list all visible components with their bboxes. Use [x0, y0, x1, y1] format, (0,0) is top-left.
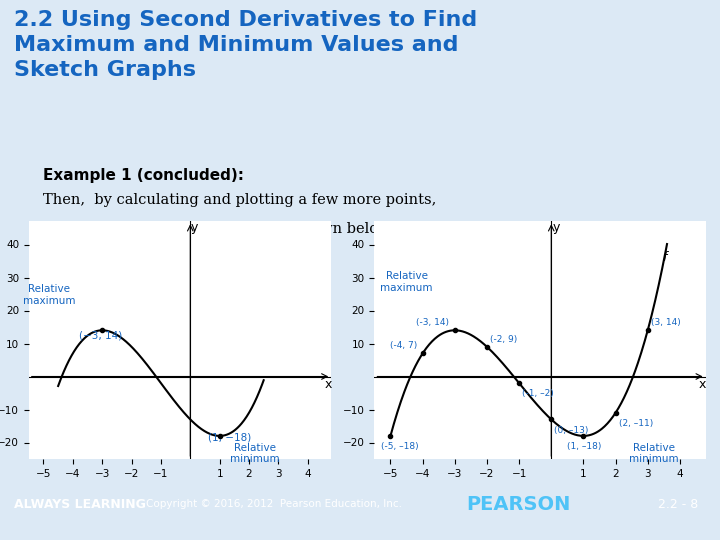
Text: 2.2 Using Second Derivatives to Find
Maximum and Minimum Values and
Sketch Graph: 2.2 Using Second Derivatives to Find Max…	[14, 10, 477, 80]
Text: Relative
maximum: Relative maximum	[23, 284, 76, 306]
Text: (-1, –2): (-1, –2)	[522, 389, 554, 399]
Text: (0, –13): (0, –13)	[554, 426, 589, 435]
Text: we can make a sketch of ƒ (×), as shown below.: we can make a sketch of ƒ (×), as shown …	[43, 221, 394, 236]
Text: f: f	[662, 251, 667, 264]
Text: x: x	[325, 378, 332, 391]
Text: Relative
minimum: Relative minimum	[230, 443, 279, 464]
Text: (−3, 14): (−3, 14)	[78, 330, 122, 341]
Text: Copyright © 2016, 2012  Pearson Education, Inc.: Copyright © 2016, 2012 Pearson Education…	[145, 500, 402, 509]
Text: (-3, 14): (-3, 14)	[416, 319, 449, 327]
Text: y: y	[191, 221, 199, 234]
Text: Example 1 (concluded):: Example 1 (concluded):	[43, 168, 244, 183]
Text: Relative
maximum: Relative maximum	[380, 271, 433, 293]
Text: y: y	[552, 221, 559, 234]
Text: Then,  by calculating and plotting a few more points,: Then, by calculating and plotting a few …	[43, 193, 436, 207]
Text: (1, −18): (1, −18)	[208, 433, 251, 443]
Text: (-2, 9): (-2, 9)	[490, 335, 518, 344]
Text: (-5, –18): (-5, –18)	[381, 442, 418, 451]
Text: Relative
minimum: Relative minimum	[629, 443, 679, 464]
Text: (2, –11): (2, –11)	[618, 419, 653, 428]
Text: x: x	[698, 378, 706, 391]
Text: (-4, 7): (-4, 7)	[390, 341, 418, 350]
Text: ALWAYS LEARNING: ALWAYS LEARNING	[14, 498, 146, 511]
Text: (3, 14): (3, 14)	[651, 319, 680, 327]
Text: PEARSON: PEARSON	[467, 495, 570, 514]
Text: (1, –18): (1, –18)	[567, 442, 602, 451]
Text: 2.2 - 8: 2.2 - 8	[658, 498, 698, 511]
